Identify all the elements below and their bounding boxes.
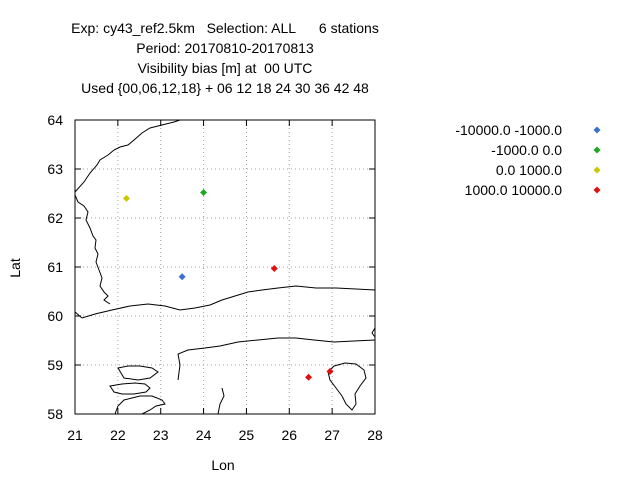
- coastline-east-notch: [371, 327, 376, 338]
- data-points: [122, 189, 334, 381]
- coastline-peninsula: [327, 362, 367, 411]
- y-tick-label: 58: [47, 406, 63, 422]
- x-tick-label: 22: [110, 427, 126, 443]
- legend-entry-label: -10000.0 -1000.0: [455, 122, 562, 138]
- x-tick-label: 25: [239, 427, 255, 443]
- y-tick-label: 59: [47, 357, 63, 373]
- coastline-south-spit: [217, 387, 225, 415]
- coastline-gulf-north: [74, 285, 376, 319]
- coastline-map: [74, 119, 376, 415]
- legend-marker: [593, 166, 601, 174]
- x-tick-label: 27: [324, 427, 340, 443]
- y-tick-label: 62: [47, 210, 63, 226]
- data-point: [200, 189, 208, 197]
- data-point: [305, 373, 313, 381]
- y-tick-labels: 58 59 60 61 62 63 64: [47, 112, 63, 422]
- legend-marker: [593, 186, 601, 194]
- coastline-gulf-south: [177, 337, 376, 381]
- x-tick-labels: 21 22 23 24 25 26 27 28: [67, 427, 383, 443]
- y-tick-label: 64: [47, 112, 63, 128]
- data-point: [326, 367, 334, 375]
- y-axis-label: Lat: [7, 258, 23, 278]
- coastline-north-shore: [74, 119, 181, 193]
- title-line-2: Period: 20170810-20170813: [136, 40, 314, 56]
- legend-entry-label: 1000.0 10000.0: [465, 182, 563, 198]
- data-point: [178, 273, 186, 281]
- legend-entry-label: 0.0 1000.0: [496, 162, 562, 178]
- coastline-island-b: [109, 382, 151, 395]
- data-point: [122, 194, 130, 202]
- coastline-west-shore: [74, 194, 111, 305]
- legend-marker: [593, 126, 601, 134]
- grid-lines: [75, 120, 375, 414]
- y-tick-label: 60: [47, 308, 63, 324]
- title-line-1: Exp: cy43_ref2.5km Selection: ALL 6 stat…: [71, 20, 379, 36]
- y-tick-label: 63: [47, 161, 63, 177]
- y-tick-label: 61: [47, 259, 63, 275]
- x-tick-label: 28: [367, 427, 383, 443]
- x-tick-label: 23: [153, 427, 169, 443]
- x-tick-label: 26: [281, 427, 297, 443]
- coastline-southwest: [114, 395, 166, 415]
- legend: -10000.0 -1000.0 -1000.0 0.0 0.0 1000.0 100…: [455, 122, 601, 198]
- legend-entry-label: -1000.0 0.0: [491, 142, 562, 158]
- title-line-4: Used {00,06,12,18} + 06 12 18 24 30 36 4…: [81, 80, 369, 96]
- coastline-island-a: [117, 365, 159, 381]
- axis-ticks: [74, 119, 376, 415]
- data-point: [270, 264, 278, 272]
- x-tick-label: 24: [196, 427, 212, 443]
- title-line-3: Visibility bias [m] at 00 UTC: [137, 60, 313, 76]
- legend-marker: [593, 146, 601, 154]
- x-tick-label: 21: [67, 427, 83, 443]
- x-axis-label: Lon: [211, 457, 234, 473]
